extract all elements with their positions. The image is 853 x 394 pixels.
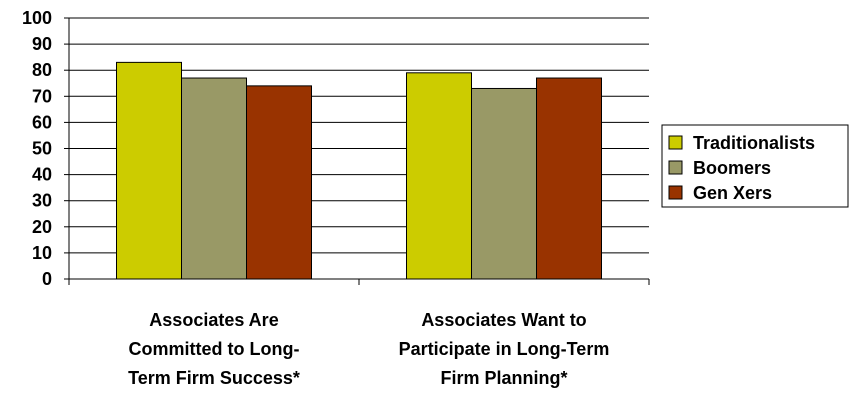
- x-category-label: Firm Planning*: [440, 368, 567, 388]
- y-tick-label: 90: [32, 34, 52, 54]
- x-category-label: Participate in Long-Term: [399, 339, 610, 359]
- legend-label: Traditionalists: [693, 133, 815, 153]
- x-category-label: Term Firm Success*: [128, 368, 300, 388]
- y-tick-label: 40: [32, 165, 52, 185]
- y-tick-label: 30: [32, 191, 52, 211]
- y-tick-label: 20: [32, 217, 52, 237]
- bar-gen-xers: [246, 85, 312, 280]
- legend-swatch: [668, 135, 683, 150]
- bar-traditionalists: [116, 61, 182, 280]
- legend-box: [661, 124, 849, 208]
- legend-swatch: [668, 160, 683, 175]
- bars: [116, 61, 602, 280]
- bar-traditionalists: [406, 72, 472, 280]
- y-ticks: 0 10 20 30 40 50 60 70 80 90 100: [22, 8, 69, 289]
- legend: Traditionalists Boomers Gen Xers: [661, 124, 849, 208]
- y-tick-label: 10: [32, 243, 52, 263]
- bar-boomers: [471, 87, 537, 280]
- y-tick-label: 50: [32, 139, 52, 159]
- bar-boomers: [181, 77, 247, 280]
- bar-gen-xers: [536, 77, 602, 280]
- y-tick-label: 60: [32, 112, 52, 132]
- legend-swatch: [668, 185, 683, 200]
- x-category-labels: Associates Are Committed to Long- Term Fir…: [68, 279, 650, 388]
- legend-label: Gen Xers: [693, 183, 772, 203]
- x-category-label: Associates Want to: [421, 310, 586, 330]
- y-tick-label: 0: [42, 269, 52, 289]
- y-tick-label: 70: [32, 86, 52, 106]
- x-category-label: Committed to Long-: [129, 339, 300, 359]
- y-tick-label: 100: [22, 8, 52, 28]
- legend-label: Boomers: [693, 158, 771, 178]
- x-category-label: Associates Are: [149, 310, 278, 330]
- y-tick-label: 80: [32, 60, 52, 80]
